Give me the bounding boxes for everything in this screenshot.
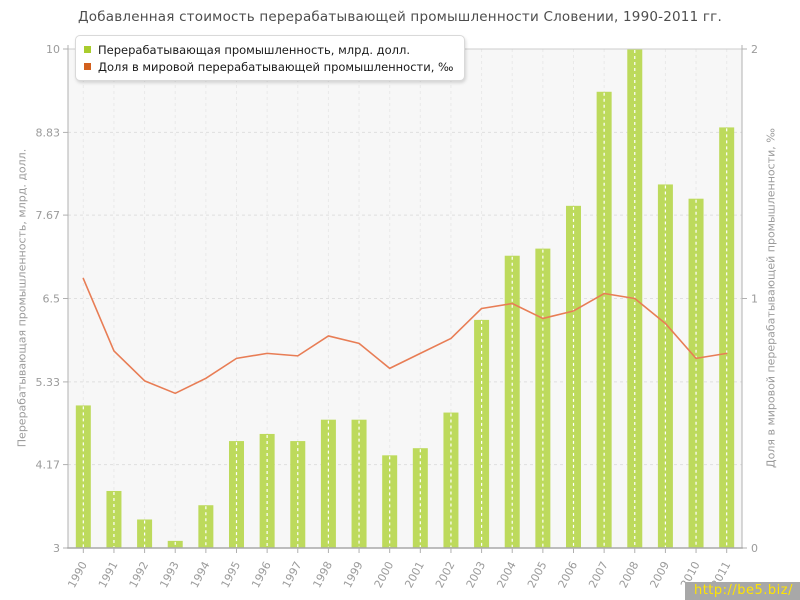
x-tick-label-1997: 1997 (280, 559, 305, 590)
legend-item-manufacturing: Перерабатывающая промышленность, млрд. д… (84, 41, 453, 58)
bar-1995 (229, 441, 244, 548)
left-tick-label-5.33: 5.33 (36, 376, 61, 389)
legend-bar-marker-icon (84, 46, 91, 53)
right-tick-label-2: 2 (751, 43, 758, 56)
world-share-line (82, 277, 728, 395)
x-tick-label-1998: 1998 (310, 559, 335, 590)
x-tick-label-2001: 2001 (402, 559, 427, 590)
x-tick-label-2009: 2009 (647, 559, 672, 590)
x-tick-label-1999: 1999 (341, 559, 366, 590)
right-axis-title: Доля в мировой перерабатывающей промышле… (764, 128, 778, 468)
x-tick-label-1996: 1996 (249, 559, 274, 590)
chart-title: Добавленная стоимость перерабатывающей п… (78, 9, 722, 25)
legend-label-manufacturing: Перерабатывающая промышленность, млрд. д… (98, 42, 410, 57)
x-tick-label-1990: 1990 (65, 559, 90, 590)
legend-label-world-share: Доля в мировой перерабатывающей промышле… (98, 59, 454, 74)
bar-1990 (75, 405, 91, 548)
right-tick-label-0: 0 (751, 542, 758, 555)
x-tick-label-2006: 2006 (556, 559, 581, 590)
legend-item-world-share: Доля в мировой перерабатывающей промышле… (84, 58, 453, 75)
bar-1999 (351, 419, 367, 548)
bar-2010 (688, 198, 704, 548)
right-tick-label-1: 1 (751, 293, 758, 306)
x-tick-label-2003: 2003 (464, 559, 489, 590)
bar-2003 (474, 319, 490, 548)
bar-2005 (535, 248, 551, 548)
x-tick-label-1992: 1992 (127, 559, 152, 590)
x-tick-label-1991: 1991 (96, 559, 121, 590)
bar-1998 (320, 419, 336, 548)
bar-1991 (106, 490, 122, 548)
left-axis-title: Перерабатывающая промышленность, млрд. д… (15, 148, 29, 448)
x-tick-label-1995: 1995 (219, 559, 244, 590)
x-tick-label-2008: 2008 (617, 559, 642, 590)
x-tick-label-2000: 2000 (372, 559, 397, 590)
left-tick-label-10: 10 (46, 43, 60, 56)
x-tick-label-2004: 2004 (494, 559, 519, 590)
bar-2007 (596, 91, 612, 549)
watermark-link[interactable]: http://be5.biz/ (684, 582, 800, 600)
bar-1997 (290, 441, 306, 548)
x-tick-label-2005: 2005 (525, 559, 550, 590)
bar-2011 (719, 127, 735, 549)
bar-2000 (382, 455, 398, 548)
legend-line-marker-icon (84, 63, 91, 70)
x-tick-label-1993: 1993 (157, 559, 182, 590)
left-tick-label-8.83: 8.83 (36, 126, 61, 139)
x-tick-label-2002: 2002 (433, 559, 458, 590)
left-tick-label-6.5: 6.5 (43, 293, 61, 306)
x-tick-label-1994: 1994 (188, 559, 213, 590)
left-tick-label-4.17: 4.17 (36, 459, 61, 472)
legend-box: Перерабатывающая промышленность, млрд. д… (75, 35, 466, 81)
x-tick-label-2007: 2007 (586, 559, 611, 590)
left-tick-label-7.67: 7.67 (36, 209, 61, 222)
left-tick-label-3: 3 (53, 542, 60, 555)
